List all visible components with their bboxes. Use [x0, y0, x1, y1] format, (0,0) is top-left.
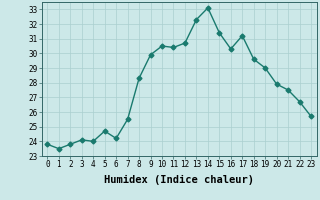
X-axis label: Humidex (Indice chaleur): Humidex (Indice chaleur) [104, 175, 254, 185]
